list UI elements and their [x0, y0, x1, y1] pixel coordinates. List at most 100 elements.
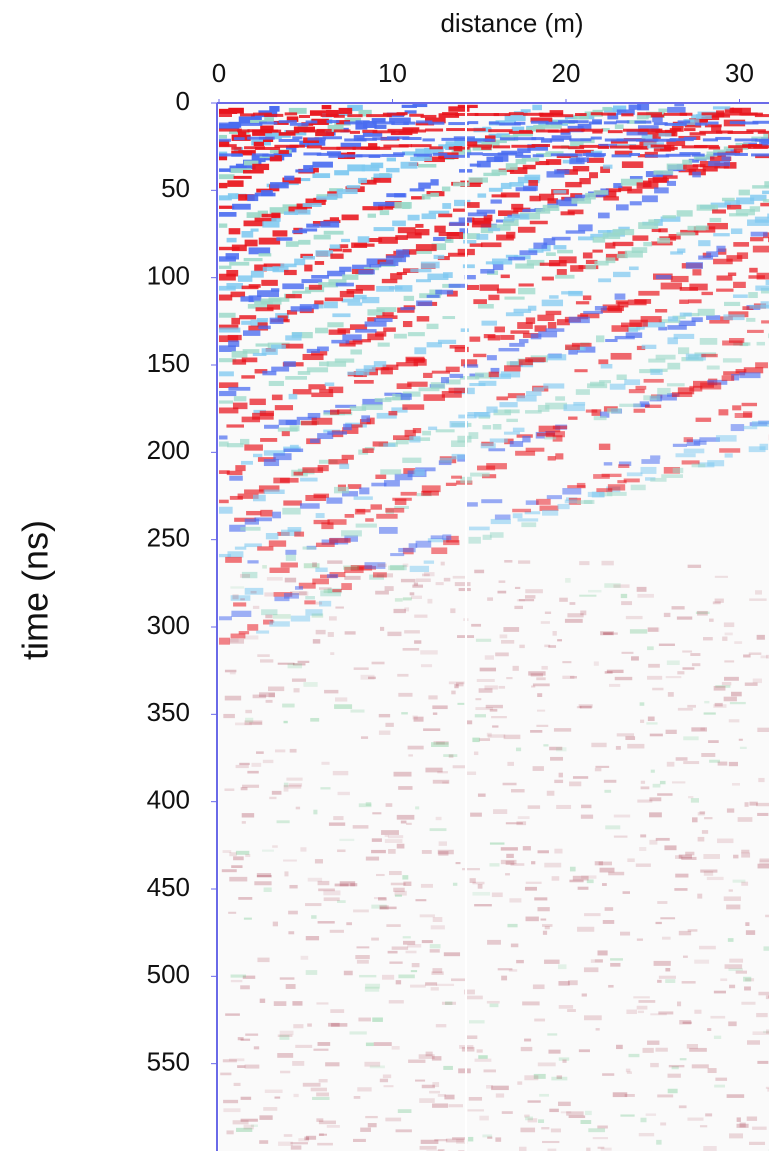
- noise-streak: [541, 665, 548, 670]
- noise-streak: [229, 852, 237, 857]
- reflector-streak: [252, 412, 274, 420]
- surface-streak: [251, 153, 269, 157]
- noise-streak: [324, 689, 339, 694]
- reflector-streak: [600, 166, 611, 173]
- reflector-streak: [538, 331, 558, 338]
- reflector-streak: [269, 621, 290, 627]
- noise-streak: [675, 873, 689, 878]
- noise-streak: [510, 789, 525, 793]
- reflector-streak: [641, 344, 657, 350]
- reflector-streak: [262, 266, 280, 272]
- noise-streak: [388, 565, 405, 571]
- surface-streak: [328, 154, 344, 158]
- reflector-streak: [283, 211, 299, 215]
- reflector-streak: [730, 424, 745, 432]
- surface-streak: [483, 138, 496, 142]
- reflector-streak: [355, 122, 368, 130]
- surface-streak: [531, 137, 545, 141]
- y-tick-label: 550: [147, 1047, 190, 1077]
- reflector-streak: [695, 417, 712, 422]
- reflector-streak: [469, 382, 486, 387]
- noise-streak: [264, 592, 274, 597]
- noise-streak: [236, 1127, 253, 1132]
- reflector-streak: [370, 162, 384, 169]
- reflector-streak: [321, 105, 332, 110]
- noise-streak: [498, 580, 506, 583]
- reflector-streak: [515, 158, 527, 165]
- noise-streak: [475, 698, 482, 701]
- reflector-streak: [326, 361, 347, 367]
- reflector-streak: [394, 505, 409, 510]
- surface-streak: [303, 152, 322, 156]
- noise-streak: [407, 745, 424, 750]
- reflector-streak: [294, 258, 306, 266]
- reflector-streak: [269, 155, 282, 162]
- reflector-streak: [230, 633, 246, 639]
- noise-streak: [409, 592, 415, 596]
- noise-streak: [569, 602, 576, 605]
- noise-streak: [469, 1020, 485, 1024]
- reflector-streak: [630, 484, 646, 491]
- reflector-streak: [735, 369, 747, 374]
- noise-streak: [539, 1093, 550, 1097]
- noise-streak: [391, 946, 409, 950]
- noise-streak: [244, 1064, 260, 1069]
- surface-streak: [398, 130, 418, 134]
- noise-streak: [298, 1138, 310, 1142]
- noise-streak: [677, 707, 693, 711]
- reflector-streak: [282, 177, 301, 184]
- reflector-streak: [390, 273, 403, 280]
- reflector-streak: [329, 538, 351, 543]
- noise-streak: [378, 897, 387, 901]
- reflector-streak: [712, 106, 731, 110]
- reflector-streak: [644, 404, 662, 408]
- reflector-streak: [256, 317, 269, 322]
- reflector-streak: [699, 437, 720, 442]
- noise-streak: [472, 737, 480, 743]
- surface-streak: [568, 146, 585, 150]
- noise-streak: [714, 702, 723, 707]
- noise-streak: [331, 1023, 348, 1027]
- reflector-streak: [430, 535, 444, 540]
- reflector-streak: [626, 472, 643, 477]
- reflector-streak: [342, 491, 359, 497]
- reflector-streak: [679, 286, 699, 291]
- noise-streak: [355, 955, 370, 960]
- reflector-streak: [235, 465, 246, 472]
- noise-streak: [728, 1021, 737, 1027]
- reflector-streak: [697, 462, 715, 468]
- noise-streak: [701, 753, 716, 757]
- reflector-streak: [373, 361, 387, 367]
- reflector-streak: [692, 171, 701, 178]
- noise-streak: [443, 1065, 453, 1070]
- surface-streak: [240, 122, 263, 126]
- noise-streak: [365, 1115, 378, 1119]
- noise-streak: [352, 825, 369, 829]
- reflector-streak: [667, 106, 686, 113]
- noise-streak: [224, 695, 242, 701]
- noise-streak: [418, 1054, 435, 1059]
- reflector-streak: [288, 107, 307, 114]
- reflector-streak: [667, 362, 681, 370]
- noise-streak: [524, 1114, 530, 1118]
- noise-streak: [743, 976, 752, 982]
- noise-streak: [402, 875, 409, 880]
- reflector-streak: [692, 269, 702, 276]
- reflector-streak: [319, 361, 329, 367]
- reflector-streak: [520, 109, 531, 113]
- noise-streak: [697, 836, 705, 842]
- reflector-streak: [605, 242, 616, 249]
- noise-streak: [240, 787, 248, 791]
- noise-streak: [586, 1147, 591, 1151]
- noise-streak: [683, 736, 699, 741]
- noise-streak: [479, 1115, 489, 1121]
- reflector-streak: [553, 190, 567, 194]
- noise-streak: [328, 822, 346, 826]
- noise-streak: [562, 661, 572, 664]
- reflector-streak: [426, 342, 442, 348]
- surface-streak: [448, 146, 470, 150]
- reflector-streak: [729, 108, 743, 113]
- reflector-streak: [439, 457, 453, 463]
- surface-streak: [219, 113, 233, 117]
- reflector-streak: [523, 185, 538, 191]
